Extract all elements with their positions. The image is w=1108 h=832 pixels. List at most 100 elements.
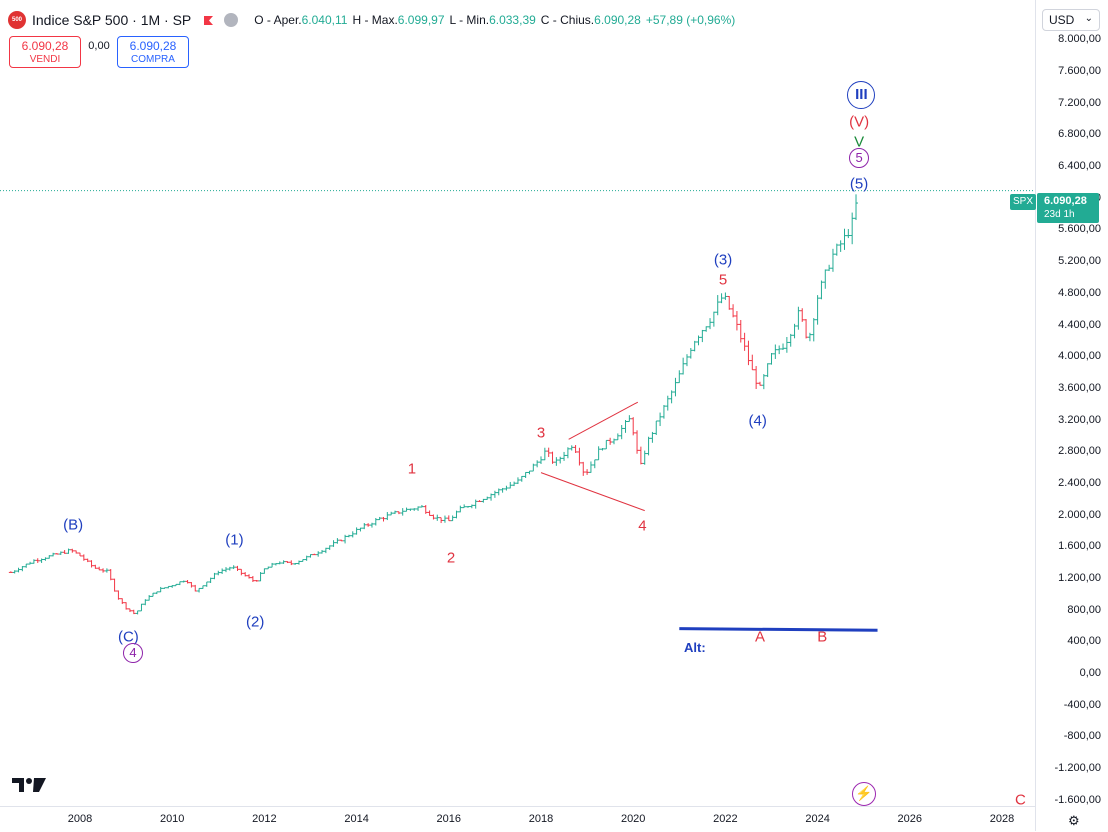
chart-plot-area[interactable]	[0, 0, 1035, 806]
wave-label: (2)	[246, 613, 265, 631]
ohlc-high: H - Max.6.099,97	[352, 13, 444, 27]
ohlc-close-label: C - Chius.	[540, 13, 595, 27]
price-tick-label: 7.200,00	[1058, 96, 1101, 109]
price-tick-label: 8.000,00	[1058, 33, 1101, 46]
flag-icon[interactable]	[203, 15, 214, 26]
price-tick-label: 0,00	[1079, 667, 1101, 679]
time-tick-label: 2016	[436, 813, 462, 825]
last-price-value: 6.090,28	[1044, 195, 1087, 207]
price-tick-label: 3.200,00	[1058, 413, 1101, 426]
gear-icon[interactable]: ⚙	[1068, 813, 1080, 828]
wave-label: 1	[407, 460, 417, 478]
time-tick-label: 2028	[989, 813, 1015, 825]
price-axis[interactable]: 8.000,00 7.600,00 7.200,00 6.800,00 6.400,00…	[1035, 0, 1108, 831]
price-tick-label: 2.800,00	[1058, 445, 1101, 458]
wave-label: (V)	[849, 113, 870, 131]
price-tick-label: 1.200,00	[1058, 571, 1101, 584]
price-tick-label: 5.200,00	[1058, 255, 1101, 268]
time-tick-label: 2010	[159, 813, 185, 825]
time-tick-label: 2014	[344, 813, 369, 825]
ohlc-close: C - Chius.6.090,28	[541, 13, 641, 27]
wave-label: C	[1015, 791, 1026, 809]
price-chart-svg	[0, 190, 1035, 632]
time-axis[interactable]: 2008 2010 2012 2014 2016 2018 2020 2022 2024 2026…	[0, 806, 1035, 832]
wave-label: V	[854, 133, 865, 151]
price-tick-label: -1.200,00	[1054, 762, 1101, 775]
alt-label: Alt:	[684, 640, 706, 655]
time-tick-label: 2022	[713, 813, 738, 825]
time-tick-label: 2012	[252, 813, 277, 825]
circled-wave-label: 5	[849, 148, 870, 169]
ohlc-change-value: +57,89 (+0,96%)	[645, 13, 736, 27]
alt-scenario-line	[679, 627, 878, 632]
time-tick-label: 2018	[528, 813, 554, 825]
price-tick-label: 6.800,00	[1058, 128, 1101, 141]
price-tick-label: -400,00	[1063, 698, 1101, 711]
currency-label: USD	[1049, 13, 1075, 27]
buy-label: COMPRA	[131, 54, 175, 65]
ohlc-change: +57,89 (+0,96%)	[646, 13, 735, 27]
price-tick-label: -1.600,00	[1054, 793, 1101, 806]
price-tick-label: 4.800,00	[1058, 286, 1101, 299]
wave-label: A	[754, 628, 765, 646]
time-tick-label: 2026	[897, 813, 923, 825]
flash-icon[interactable]: ⚡	[852, 782, 876, 806]
buy-price: 6.090,28	[129, 39, 177, 53]
wave-label: 4	[638, 517, 647, 535]
wave-label: 2	[446, 549, 456, 567]
ohlc-low-value: 6.033,39	[489, 13, 536, 27]
wave-label: (5)	[849, 175, 869, 193]
spread-value: 0,00	[88, 40, 110, 52]
ohlc-open: O - Aper.6.040,11	[254, 13, 347, 27]
ohlc-open-label: O - Aper.	[254, 13, 302, 27]
chart-legend: 500 Indice S&P 500 · 1M · SP O - Aper.6.…	[8, 10, 740, 30]
time-tick-label: 2020	[620, 813, 646, 825]
price-tick-label: 5.600,00	[1058, 223, 1101, 236]
sell-price: 6.090,28	[21, 39, 69, 53]
price-tick-label: 3.600,00	[1058, 381, 1101, 394]
wave-label: (3)	[713, 251, 733, 269]
last-price-badge: 6.090,28 23d 1h	[1037, 193, 1099, 223]
chevron-down-icon: ⌄	[1084, 13, 1093, 24]
price-tick-label: 1.600,00	[1058, 540, 1101, 553]
price-tick-label: 400,00	[1067, 635, 1101, 648]
wave-label: (C)	[117, 628, 139, 646]
time-tick-label: 2008	[67, 813, 93, 825]
triangle-upper-line	[568, 401, 639, 440]
ticker-tag: SPX	[1010, 194, 1036, 210]
time-tick-label: 2024	[805, 813, 830, 825]
currency-selector[interactable]: USD ⌄	[1042, 9, 1100, 31]
wave-label: 5	[718, 271, 728, 289]
sp500-logo: 500	[8, 11, 26, 29]
bar-countdown: 23d 1h	[1044, 209, 1075, 220]
ohlc-low-label: L - Min.	[449, 13, 490, 27]
sell-label: VENDI	[29, 54, 61, 65]
ohlc-high-value: 6.099,97	[397, 13, 445, 27]
sell-button[interactable]: 6.090,28 VENDI	[9, 36, 81, 68]
visibility-eye-icon[interactable]	[224, 13, 239, 27]
triangle-lower-line	[540, 472, 645, 512]
ohlc-open-value: 6.040,11	[301, 13, 348, 27]
price-tick-label: 7.600,00	[1058, 65, 1101, 78]
wave-label: (4)	[748, 412, 767, 430]
ohlc-low: L - Min.6.033,39	[450, 13, 536, 27]
ohlc-close-value: 6.090,28	[594, 13, 641, 27]
symbol-title[interactable]: Indice S&P 500 · 1M · SP	[32, 12, 192, 28]
wave-label: (B)	[63, 516, 84, 534]
wave-label: 3	[536, 424, 546, 442]
circled-wave-label: 4	[123, 643, 143, 664]
wave-label: (1)	[225, 531, 244, 549]
price-tick-label: 2.000,00	[1058, 508, 1101, 521]
price-tick-label: 6.400,00	[1058, 160, 1101, 173]
price-tick-label: 2.400,00	[1058, 476, 1101, 489]
ohlc-high-label: H - Max.	[352, 13, 398, 27]
price-tick-label: 4.400,00	[1058, 318, 1101, 331]
buy-button[interactable]: 6.090,28 COMPRA	[117, 36, 189, 68]
trade-panel: 6.090,28 VENDI 0,00 6.090,28 COMPRA	[9, 36, 189, 68]
circled-wave-label: III	[847, 80, 876, 109]
price-tick-label: 800,00	[1067, 603, 1101, 616]
price-tick-label: -800,00	[1063, 730, 1101, 743]
price-tick-label: 4.000,00	[1058, 350, 1101, 363]
tradingview-logo[interactable]	[12, 776, 46, 794]
wave-label: B	[817, 628, 828, 646]
